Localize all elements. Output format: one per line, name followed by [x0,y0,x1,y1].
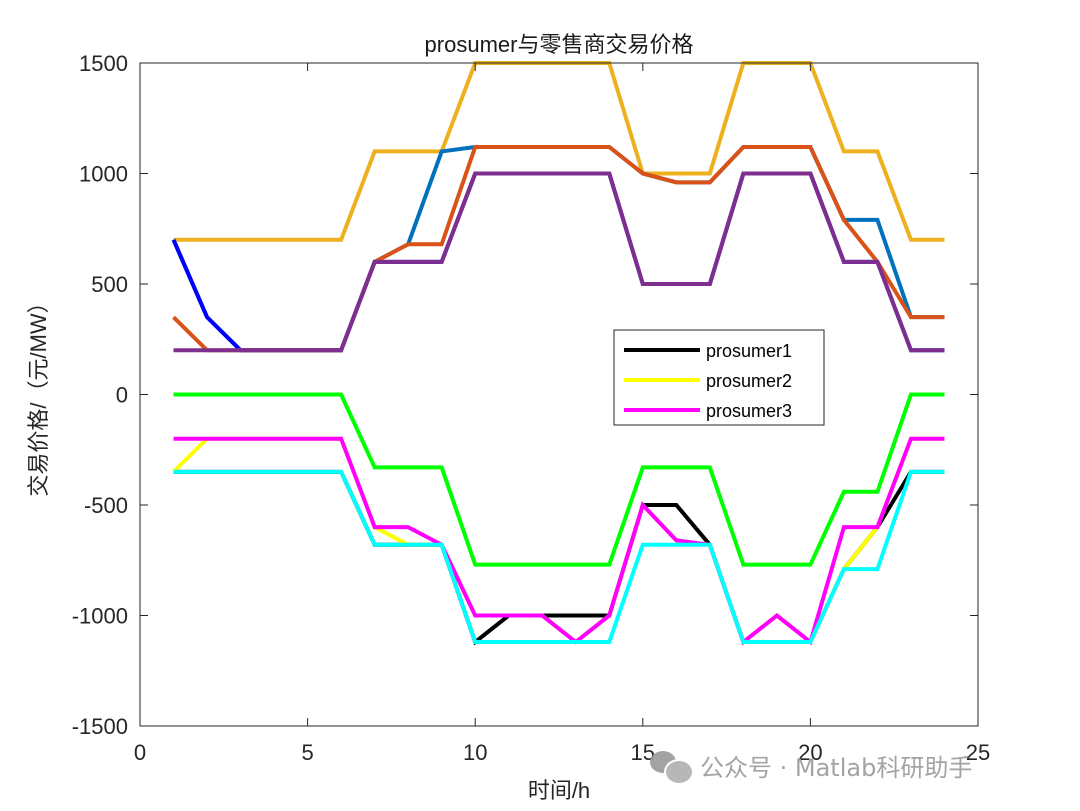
x-tick-label: 0 [134,740,146,765]
x-tick-label: 20 [798,740,822,765]
legend: prosumer1 prosumer2 prosumer3 [613,329,825,426]
y-tick-label: -1500 [72,714,128,739]
series-line-upper-blue [171,144,945,353]
y-tick-label: 0 [116,383,128,408]
series-line-upper-pure-blue [171,171,945,353]
legend-label-prosumer2: prosumer2 [706,371,792,391]
x-tick-label: 5 [301,740,313,765]
wechat-icon [650,749,694,785]
y-axis-label: 交易价格/（元/MW） [26,291,51,496]
series-line-lower-green [173,392,945,567]
x-tick-label: 25 [966,740,990,765]
series-line-prosumer2 [172,436,945,646]
watermark: 公众号 · Matlab科研助手 [650,748,973,785]
y-tick-label: 1000 [79,162,128,187]
watermark-text: 公众号 · Matlab科研助手 [700,754,973,782]
y-tick-label: 500 [91,272,128,297]
legend-label-prosumer3: prosumer3 [706,401,792,421]
series-line-retailer-sell-price [173,61,945,242]
x-axis-label: 时间/h [528,778,590,803]
y-tick-label: -500 [84,493,128,518]
y-tick-label: -1000 [72,604,128,629]
series-line-prosumer3 [173,436,945,646]
legend-label-prosumer1: prosumer1 [706,341,792,361]
x-tick-label: 10 [463,740,487,765]
plot-area [171,61,945,646]
series-line-lower-cyan [173,469,945,645]
y-tick-label: 1500 [79,51,128,76]
chart-title: prosumer与零售商交易价格 [425,32,694,57]
series-line-upper-purple [173,171,945,353]
series-line-upper-orange [172,144,945,353]
series-line-prosumer1 [173,469,945,646]
